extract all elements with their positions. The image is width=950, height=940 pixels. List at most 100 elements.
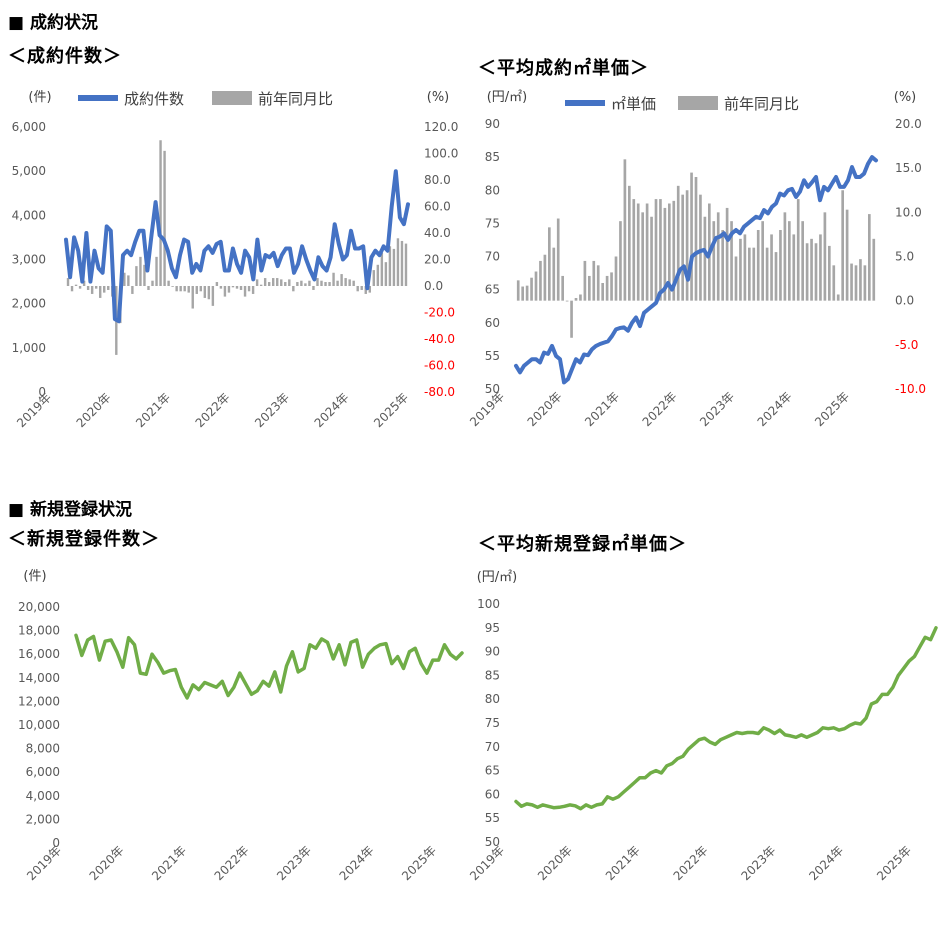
yoy-bar (734, 256, 738, 301)
yoy-bar (676, 185, 680, 301)
yoy-bar (850, 263, 853, 301)
yoy-bar (320, 280, 323, 286)
right-axis-tick: 15.0 (895, 161, 922, 175)
yoy-bar (699, 194, 702, 301)
yoy-bar (90, 286, 94, 294)
yoy-bar (223, 286, 227, 297)
yoy-bar (645, 203, 649, 301)
yoy-bar (159, 140, 162, 286)
yoy-bar (227, 286, 231, 293)
yoy-bar (565, 300, 569, 302)
left-axis-tick: 4,000 (26, 789, 60, 803)
yoy-bar (404, 243, 408, 286)
yoy-bar (175, 286, 178, 292)
yoy-bar (623, 159, 627, 301)
left-axis-unit: (件) (23, 569, 46, 584)
yoy-bar (396, 238, 400, 286)
yoy-bar (328, 282, 331, 286)
left-axis-tick: 1,000 (12, 341, 46, 355)
yoy-bar (814, 243, 818, 301)
yoy-bar (588, 275, 591, 301)
yoy-bar (654, 199, 658, 301)
yoy-bar (783, 212, 787, 301)
yoy-bar (774, 252, 778, 301)
yoy-bar (685, 190, 689, 301)
yoy-bar (725, 207, 729, 301)
left-axis-tick: 100 (477, 597, 500, 611)
yoy-bar (195, 286, 198, 294)
yoy-bar (690, 172, 693, 301)
yoy-bar (632, 199, 636, 301)
left-axis-tick: 65 (485, 283, 500, 297)
yoy-bar (739, 238, 742, 301)
chart3-title: ＜新規登録件数＞ (8, 529, 160, 550)
yoy-bar (530, 277, 533, 301)
yoy-bar (610, 272, 613, 301)
yoy-bar (143, 264, 146, 286)
left-axis-tick: 18,000 (18, 624, 60, 638)
series-line (514, 155, 878, 385)
series-line (514, 626, 938, 811)
yoy-bar (74, 284, 78, 286)
right-axis-tick: -80.0 (424, 385, 455, 399)
legend-swatch-bar (212, 91, 252, 105)
yoy-bar (561, 275, 564, 301)
yoy-bar (668, 203, 671, 301)
yoy-bar (596, 265, 600, 301)
yoy-bar (300, 280, 303, 286)
left-axis-tick: 8,000 (26, 742, 60, 756)
yoy-bar (552, 247, 556, 301)
yoy-bar (748, 247, 751, 301)
yoy-bar (614, 256, 618, 301)
yoy-bar (191, 286, 194, 309)
yoy-bar (810, 238, 813, 301)
yoy-bar (521, 286, 524, 301)
yoy-bar (272, 278, 275, 286)
yoy-bar (332, 272, 335, 286)
yoy-bar (255, 279, 259, 286)
yoy-bar (380, 252, 384, 286)
yoy-bar (131, 286, 134, 294)
yoy-bar (139, 256, 142, 286)
left-axis-tick: 60 (485, 787, 500, 801)
chart2-title: ＜平均成約㎡単価＞ (478, 58, 649, 79)
yoy-bar (619, 221, 622, 301)
yoy-bar (628, 185, 631, 301)
left-axis-tick: 80 (485, 692, 500, 706)
right-axis-unit: (%) (894, 90, 917, 105)
yoy-bar (304, 283, 307, 286)
yoy-bar (779, 230, 782, 301)
left-axis-tick: 10,000 (18, 718, 60, 732)
left-axis-tick: 6,000 (26, 765, 60, 779)
left-axis-tick: 4,000 (12, 208, 46, 222)
yoy-bar (364, 286, 367, 294)
yoy-bar (805, 243, 809, 301)
chart1-title: ＜成約件数＞ (8, 46, 122, 67)
yoy-bar (743, 234, 747, 301)
right-axis-tick: -60.0 (424, 359, 455, 373)
section-heading-new-listings: ■ 新規登録状況 (8, 500, 132, 520)
yoy-bar (267, 282, 271, 286)
section-heading-contracts: ■ 成約状況 (8, 13, 98, 33)
left-axis-tick: 95 (485, 621, 500, 635)
yoy-bar (832, 265, 836, 301)
yoy-bar (203, 286, 207, 298)
yoy-bar (694, 177, 698, 301)
yoy-bar (756, 230, 760, 301)
yoy-bar (296, 282, 299, 286)
yoy-bar (819, 234, 822, 301)
right-axis-tick: 40.0 (424, 226, 451, 240)
left-axis-tick: 55 (485, 811, 500, 825)
yoy-bar (251, 286, 255, 294)
right-axis-tick: 10.0 (895, 205, 922, 219)
yoy-bar (534, 271, 538, 301)
left-axis-tick: 65 (485, 764, 500, 778)
yoy-bar (574, 298, 578, 301)
left-axis-tick: 60 (485, 316, 500, 330)
yoy-bar (863, 265, 867, 301)
yoy-bar (836, 294, 840, 301)
yoy-bar (659, 199, 662, 301)
